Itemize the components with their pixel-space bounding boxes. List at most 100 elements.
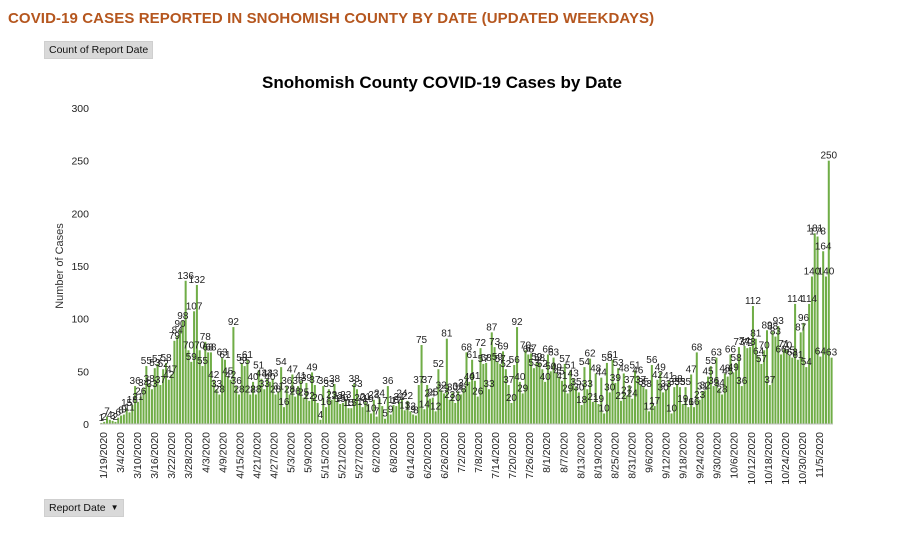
bar[interactable] [737,347,740,424]
bar[interactable] [296,386,299,424]
bar[interactable] [381,406,384,424]
bar[interactable] [594,373,597,424]
bar[interactable] [361,407,364,424]
bar[interactable] [164,362,168,424]
bar[interactable] [538,362,541,424]
bar[interactable] [344,399,347,424]
bar[interactable] [541,369,544,424]
bar[interactable] [268,381,271,424]
value-field-button[interactable]: Count of Report Date [44,41,154,59]
bar[interactable] [465,352,468,424]
bar[interactable] [712,386,715,424]
bar[interactable] [521,393,524,424]
bar[interactable] [639,385,642,424]
bar[interactable] [184,280,187,424]
bar[interactable] [176,335,179,424]
bar[interactable] [642,387,645,424]
bar[interactable] [114,421,117,424]
bar[interactable] [487,389,490,424]
bar[interactable] [313,385,316,424]
bar[interactable] [428,398,431,424]
bar[interactable] [687,407,690,424]
bar[interactable] [372,399,375,424]
bar[interactable] [524,350,527,424]
bar[interactable] [364,401,367,424]
bar[interactable] [341,402,344,424]
bar[interactable] [546,354,549,424]
bar[interactable] [476,396,479,424]
bar[interactable] [162,369,165,424]
bar[interactable] [195,284,198,424]
bar[interactable] [577,392,580,424]
bar[interactable] [308,400,311,424]
bar[interactable] [527,354,530,424]
bar[interactable] [625,395,628,424]
bar[interactable] [808,303,811,424]
bar[interactable] [754,338,757,424]
bar[interactable] [482,363,485,424]
bar[interactable] [782,349,785,424]
bar[interactable] [111,420,114,424]
bar[interactable] [684,387,687,424]
bar[interactable] [586,389,589,424]
bar[interactable] [549,371,552,424]
bar[interactable] [159,385,162,424]
bar[interactable] [496,361,499,424]
bar[interactable] [355,389,358,424]
bar[interactable] [614,382,617,424]
bar[interactable] [336,400,339,424]
bar[interactable] [816,236,819,424]
bar[interactable] [555,372,558,424]
bar[interactable] [701,391,704,424]
bar[interactable] [193,311,196,424]
bar[interactable] [409,411,412,424]
bar[interactable] [353,383,356,424]
bar[interactable] [201,366,204,424]
bar[interactable] [504,369,507,424]
bar[interactable] [403,410,406,424]
bar[interactable] [572,378,575,424]
bar[interactable] [448,399,451,424]
bar[interactable] [544,381,547,424]
bar[interactable] [605,362,608,424]
bar[interactable] [479,348,482,424]
bar[interactable] [207,352,210,424]
bar[interactable] [471,359,474,424]
bar[interactable] [333,383,336,424]
bar[interactable] [695,352,698,424]
bar[interactable] [187,350,190,424]
bar[interactable] [125,408,128,424]
bar[interactable] [139,396,142,424]
bar[interactable] [768,385,771,424]
bar[interactable] [721,394,724,424]
bar[interactable] [266,378,269,424]
bar[interactable] [653,406,656,424]
bar[interactable] [830,357,833,424]
bar[interactable] [749,347,752,424]
bar[interactable] [457,391,460,424]
bar[interactable] [765,330,769,424]
bar[interactable] [788,355,791,424]
bar[interactable] [190,361,193,424]
bar[interactable] [325,407,328,424]
bar[interactable] [648,411,651,424]
bar[interactable] [678,387,681,424]
bar[interactable] [468,381,471,424]
bar[interactable] [493,347,496,424]
bar[interactable] [729,354,732,424]
bar[interactable] [327,389,330,424]
bar[interactable] [608,392,611,424]
bar[interactable] [209,352,212,424]
bar[interactable] [395,406,398,424]
bar[interactable] [664,389,667,424]
bar[interactable] [692,407,695,424]
bar[interactable] [780,354,783,424]
bar[interactable] [575,387,578,424]
bar[interactable] [240,362,243,424]
bar[interactable] [204,341,207,424]
bar[interactable] [583,367,586,424]
bar[interactable] [106,416,109,424]
bar[interactable] [414,415,417,424]
bar[interactable] [142,388,145,424]
bar[interactable] [513,365,516,424]
